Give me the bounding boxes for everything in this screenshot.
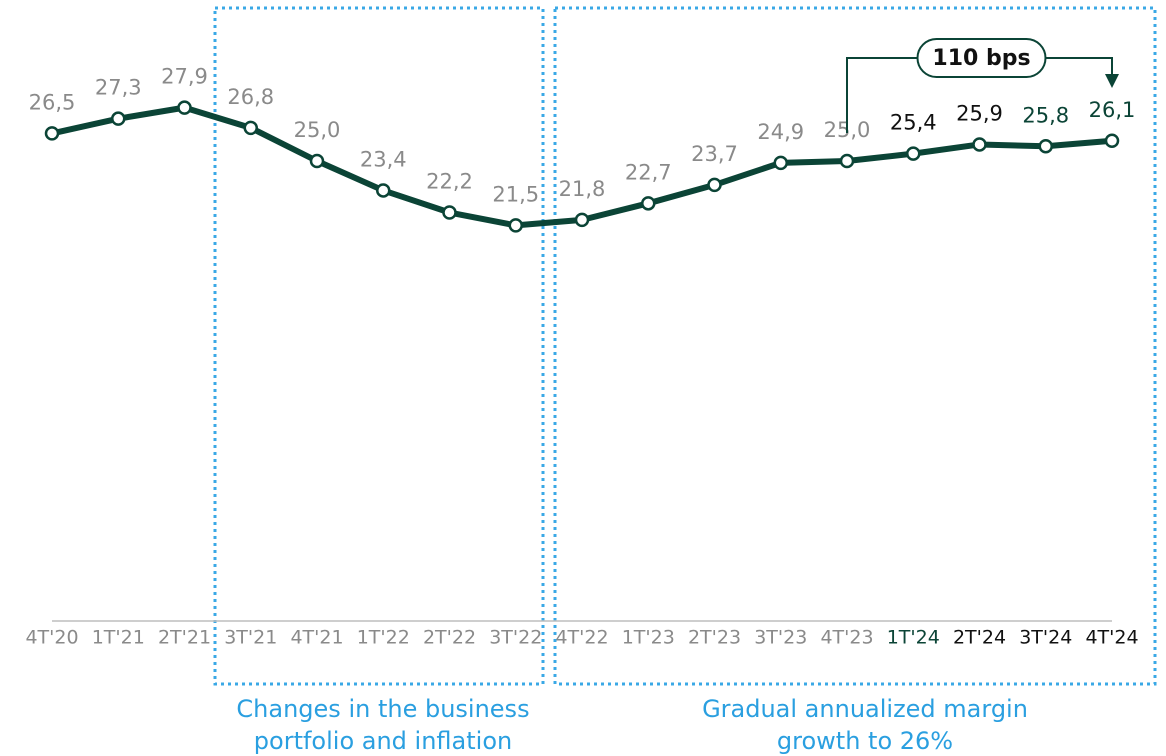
data-label: 26,5 xyxy=(29,90,76,114)
x-tick-label: 3T'24 xyxy=(1019,627,1072,649)
data-point xyxy=(707,177,722,193)
data-point xyxy=(641,196,656,211)
data-point xyxy=(44,126,60,141)
data-label: 25,0 xyxy=(294,118,341,142)
x-tick-label: 2T'24 xyxy=(953,627,1006,649)
data-label: 22,7 xyxy=(625,160,672,184)
data-point xyxy=(574,212,590,228)
data-label: 26,8 xyxy=(227,85,274,109)
data-point xyxy=(839,153,855,169)
x-tick-label: 2T'22 xyxy=(423,627,476,649)
x-tick-label: 3T'21 xyxy=(224,627,277,649)
x-tick-label: 3T'23 xyxy=(754,627,807,649)
data-label: 21,8 xyxy=(559,177,606,201)
data-label: 25,8 xyxy=(1022,103,1069,127)
x-tick-label: 4T'23 xyxy=(820,627,873,649)
x-tick-label: 4T'24 xyxy=(1085,627,1138,649)
x-tick-label: 1T'23 xyxy=(622,627,675,649)
arrow-head xyxy=(1105,74,1119,88)
group-label: growth to 26% xyxy=(777,727,953,755)
group-box xyxy=(553,6,1157,686)
x-tick-label: 3T'22 xyxy=(489,627,542,649)
data-point xyxy=(243,120,258,136)
series-line xyxy=(51,104,1113,229)
data-point xyxy=(906,146,921,161)
x-tick-label: 1T'24 xyxy=(887,627,940,649)
data-point xyxy=(177,100,192,115)
group-label: Changes in the business xyxy=(236,695,529,723)
x-tick-label: 1T'22 xyxy=(357,627,410,649)
data-point xyxy=(442,205,457,220)
data-label: 21,5 xyxy=(492,182,539,206)
data-point xyxy=(773,155,788,171)
data-point xyxy=(508,218,523,233)
annotation-pill xyxy=(916,38,1047,78)
data-label: 25,4 xyxy=(890,111,937,135)
data-point xyxy=(972,137,987,152)
annotation: 110 bps xyxy=(932,46,1030,71)
data-point xyxy=(111,111,126,126)
group-label: Gradual annualized margin xyxy=(702,695,1028,723)
data-label: 23,4 xyxy=(360,147,407,171)
data-point xyxy=(1104,133,1120,149)
x-tick-label: 4T'20 xyxy=(25,627,78,649)
data-point xyxy=(309,153,325,169)
data-point xyxy=(376,183,391,198)
data-label: 22,2 xyxy=(426,170,473,194)
data-label: 25,9 xyxy=(956,101,1003,125)
group-label: portfolio and inflation xyxy=(254,727,512,755)
data-label: 27,3 xyxy=(95,76,142,100)
x-tick-label: 1T'21 xyxy=(92,627,145,649)
x-tick-label: 2T'21 xyxy=(158,627,211,649)
group-box xyxy=(213,6,545,686)
data-point xyxy=(1038,139,1053,154)
data-label: 26,1 xyxy=(1089,98,1136,122)
x-tick-label: 4T'21 xyxy=(290,627,343,649)
data-label: 24,9 xyxy=(757,120,804,144)
x-tick-label: 4T'22 xyxy=(555,627,608,649)
x-tick-label: 2T'23 xyxy=(688,627,741,649)
data-label: 23,7 xyxy=(691,142,738,166)
data-label: 27,9 xyxy=(161,65,208,89)
